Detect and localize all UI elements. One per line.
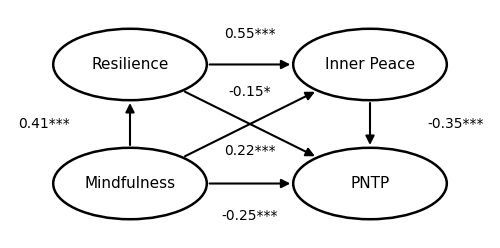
Text: Mindfulness: Mindfulness — [84, 176, 176, 191]
Ellipse shape — [293, 29, 447, 100]
Text: PNTP: PNTP — [350, 176, 390, 191]
Text: 0.41***: 0.41*** — [18, 117, 70, 131]
Ellipse shape — [293, 148, 447, 219]
Text: -0.25***: -0.25*** — [222, 209, 278, 223]
Text: -0.35***: -0.35*** — [428, 117, 484, 131]
Text: -0.15*: -0.15* — [228, 85, 272, 99]
Ellipse shape — [53, 29, 207, 100]
Text: 0.22***: 0.22*** — [224, 144, 276, 158]
Text: 0.55***: 0.55*** — [224, 27, 276, 40]
Text: Inner Peace: Inner Peace — [325, 57, 415, 72]
Text: Resilience: Resilience — [92, 57, 168, 72]
Ellipse shape — [53, 148, 207, 219]
